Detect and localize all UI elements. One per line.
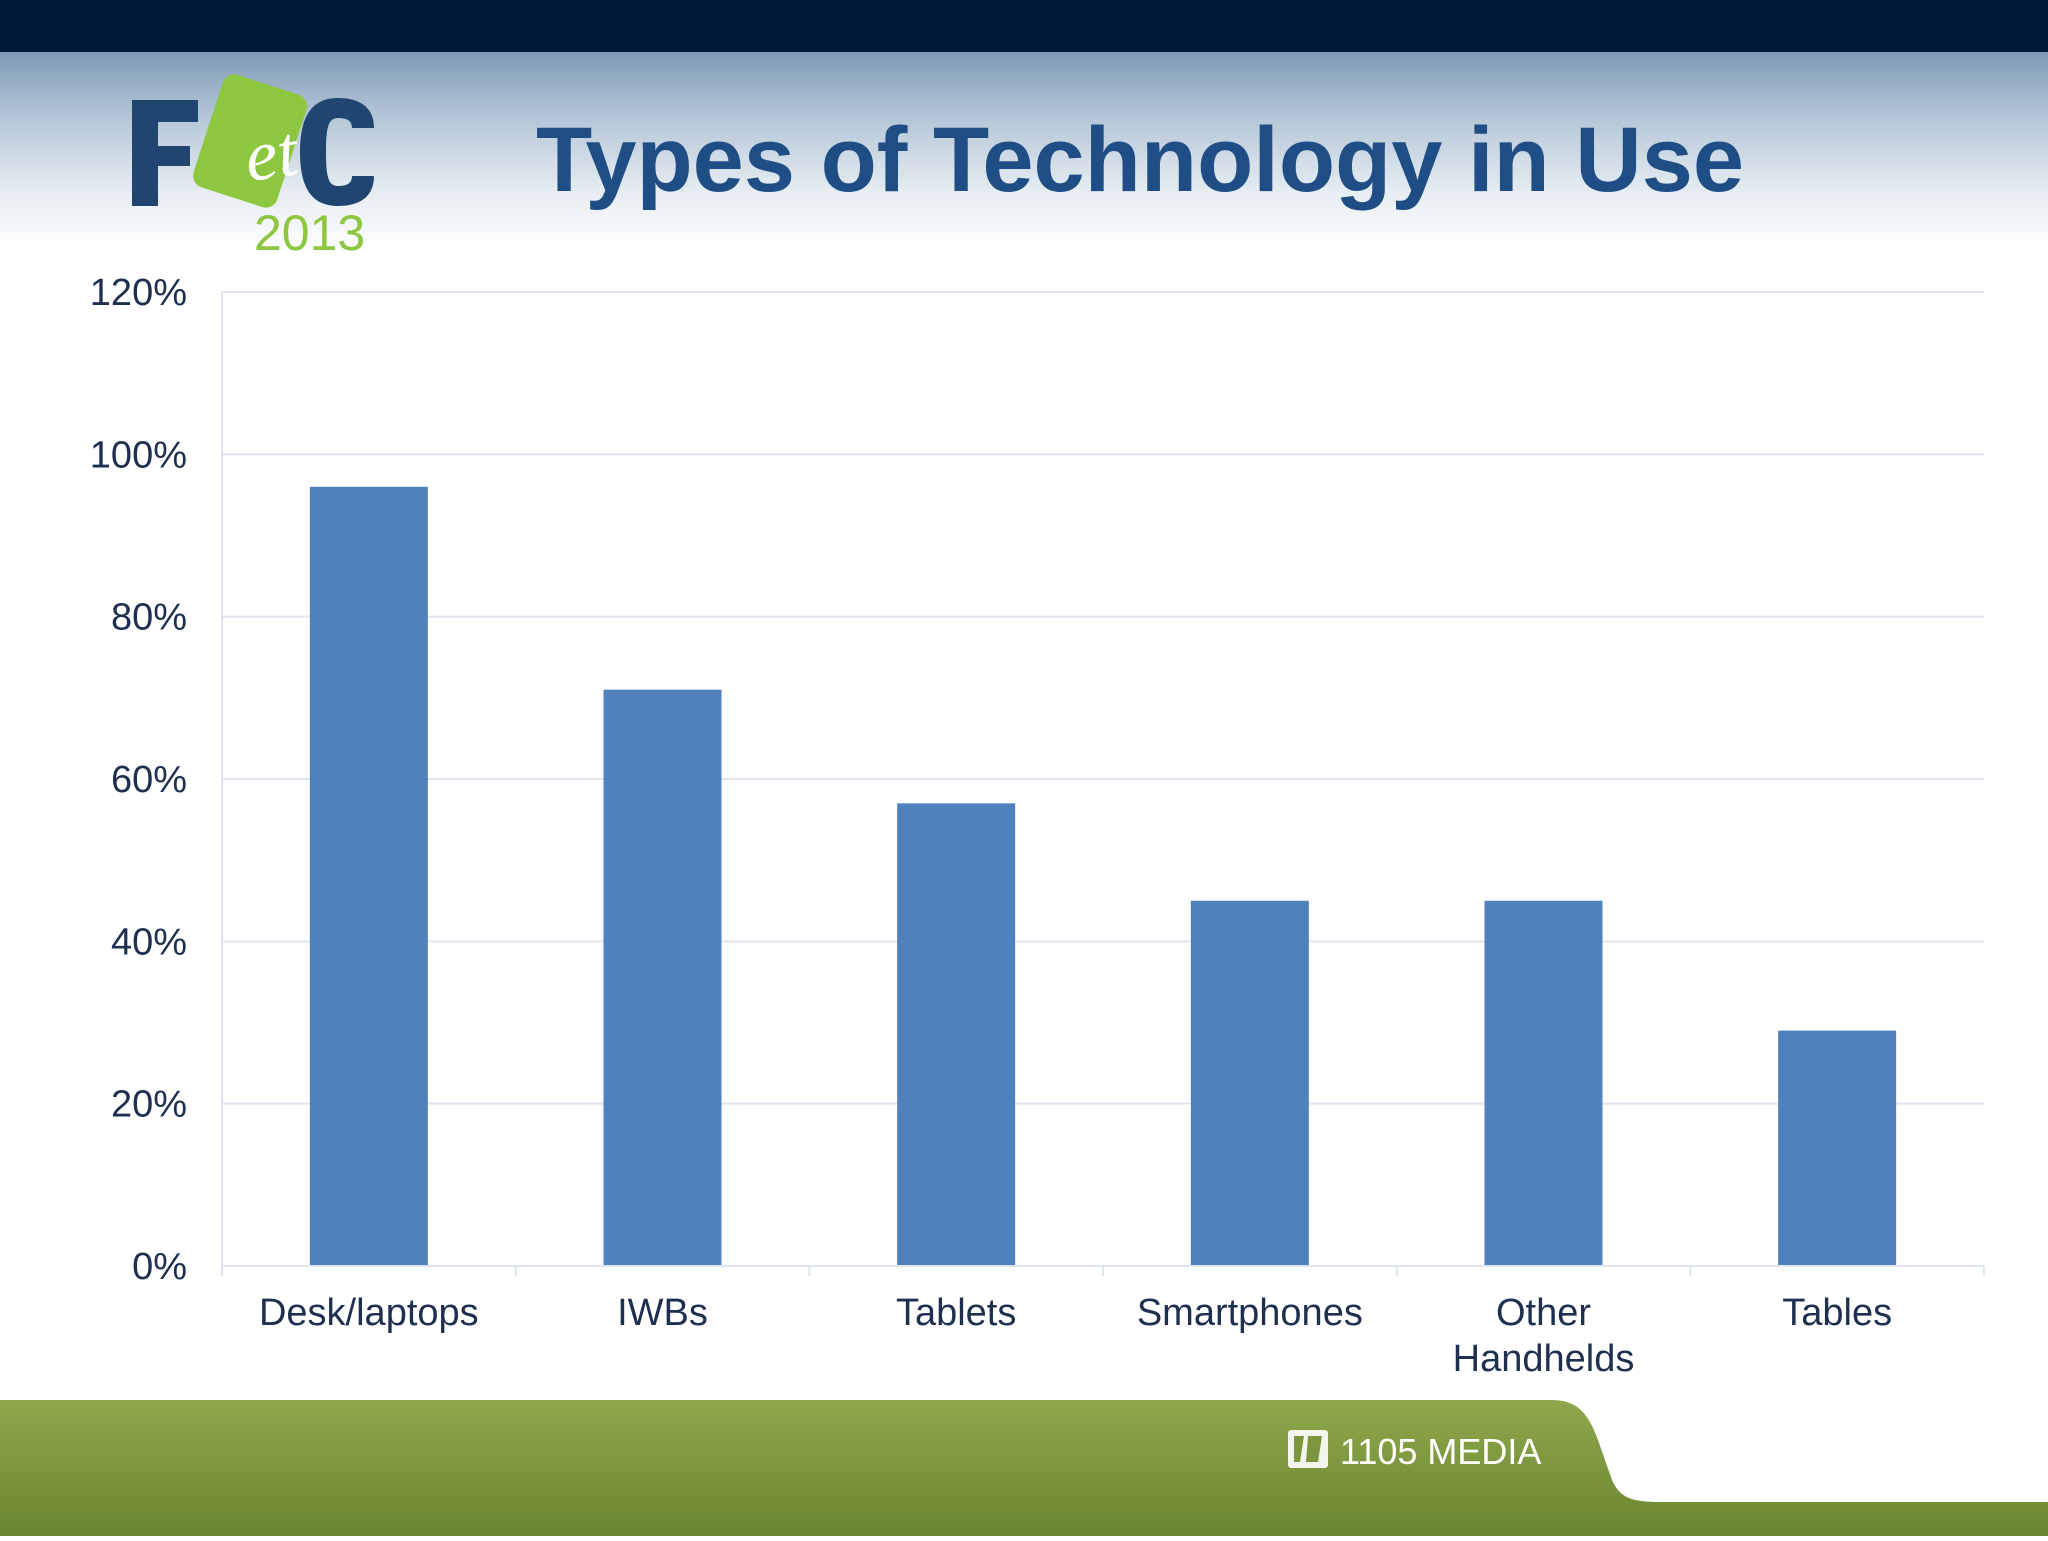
publisher-logo: 1105 MEDIA: [1286, 1422, 1586, 1478]
y-tick-label: 80%: [111, 597, 187, 639]
x-tick-label: Tablets: [896, 1292, 1016, 1334]
footer-band: [0, 1400, 2048, 1536]
bar: [1484, 900, 1603, 1266]
y-tick-label: 40%: [111, 921, 187, 963]
bar-chart: 0% 20% 40% 60% 80% 100% 120% Desk/laptops IWBs Ta…: [0, 252, 2048, 1402]
top-bar: [0, 0, 2048, 52]
x-tick-label: Other Handhelds: [1453, 1292, 1635, 1380]
y-tick-label: 20%: [111, 1084, 187, 1126]
publisher-name: 1105 MEDIA: [1340, 1431, 1541, 1472]
logo-year: 2013: [254, 205, 365, 261]
x-tick-label: Tables: [1782, 1292, 1892, 1334]
x-tick-label: IWBs: [617, 1292, 708, 1334]
y-tick-label: 120%: [90, 272, 187, 314]
bar: [309, 486, 428, 1266]
slide-title: Types of Technology in Use: [535, 109, 1745, 211]
chart-canvas: 0% 20% 40% 60% 80% 100% 120% Desk/laptops IWBs Ta…: [90, 272, 1985, 1380]
header-band: [0, 52, 2048, 252]
bar: [1778, 1030, 1897, 1266]
x-tick-label: Desk/laptops: [259, 1292, 479, 1334]
bar: [897, 803, 1016, 1266]
bar: [1190, 900, 1309, 1266]
bar: [603, 689, 722, 1266]
fetc-logo: et 2013: [128, 72, 388, 262]
y-tick-label: 0%: [132, 1246, 187, 1288]
x-tick-label: Smartphones: [1137, 1292, 1363, 1334]
y-tick-label: 60%: [111, 759, 187, 801]
y-tick-label: 100%: [90, 434, 187, 476]
